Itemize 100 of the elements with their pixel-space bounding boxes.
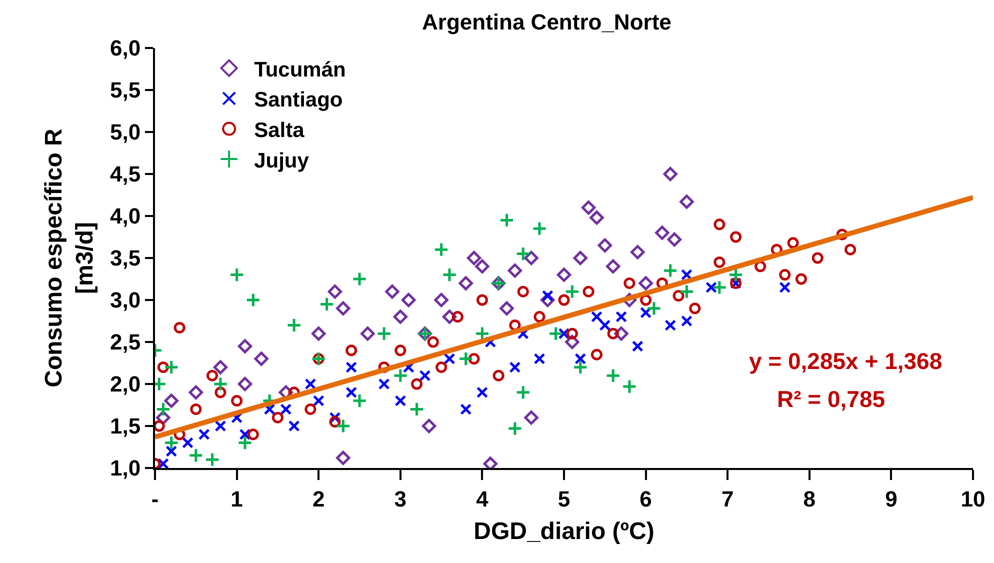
point <box>483 456 498 468</box>
point <box>239 428 251 440</box>
point <box>599 319 611 331</box>
point <box>508 264 522 278</box>
point <box>581 200 596 215</box>
point <box>436 361 448 373</box>
legend-label: Jujuy <box>254 149 310 172</box>
point <box>509 361 521 373</box>
point <box>214 420 226 432</box>
point <box>795 273 807 285</box>
x-tick-label: 5 <box>558 486 570 512</box>
point <box>409 402 424 417</box>
point <box>556 268 572 282</box>
point <box>336 450 350 466</box>
x-tick-label: - <box>151 486 159 512</box>
point <box>499 212 514 228</box>
point <box>558 294 570 306</box>
point <box>787 237 799 249</box>
point <box>346 361 358 373</box>
x-tick-label: 9 <box>885 486 898 512</box>
x-axis-title: DGD_diario (ºC) <box>474 518 654 546</box>
point <box>534 353 546 365</box>
point <box>229 267 244 282</box>
point <box>434 292 448 308</box>
point <box>376 326 392 342</box>
point <box>712 280 727 295</box>
point <box>190 403 202 415</box>
point <box>360 326 375 341</box>
point <box>524 410 538 425</box>
point <box>598 238 612 252</box>
x-tick-label: 7 <box>721 486 734 512</box>
point <box>730 231 742 243</box>
y-tick-label: 5,5 <box>110 78 141 103</box>
point <box>346 344 358 356</box>
point <box>164 435 179 450</box>
point <box>188 385 203 400</box>
point <box>662 263 678 278</box>
point <box>516 384 531 400</box>
point <box>646 300 662 316</box>
point <box>164 394 178 408</box>
point <box>606 368 621 384</box>
point <box>689 302 701 314</box>
y-axis-title: Consumo específico R [m3/d] <box>40 128 99 388</box>
point <box>714 256 726 268</box>
point <box>336 301 350 316</box>
point <box>385 284 400 299</box>
point <box>247 428 259 440</box>
point <box>517 286 529 298</box>
point <box>728 267 744 282</box>
point <box>534 311 546 323</box>
point <box>524 250 538 266</box>
point <box>590 348 602 360</box>
point <box>212 376 228 392</box>
point <box>572 360 588 375</box>
point <box>157 458 169 468</box>
point <box>329 416 341 428</box>
point <box>286 318 302 333</box>
point <box>624 277 636 289</box>
point <box>516 246 531 262</box>
point <box>779 269 791 281</box>
point <box>392 368 408 384</box>
point <box>573 250 588 266</box>
legend-label: Tucumán <box>254 58 346 82</box>
point <box>590 210 604 225</box>
y-tick-label: 4,0 <box>110 204 141 229</box>
point <box>705 282 717 294</box>
point <box>246 292 261 308</box>
point <box>507 420 522 436</box>
point <box>460 403 472 415</box>
y-tick-label: 5,0 <box>110 120 141 145</box>
point <box>779 282 791 294</box>
y-tick-label: 2,0 <box>110 372 141 397</box>
point <box>606 259 620 274</box>
point <box>378 378 390 390</box>
point <box>198 428 210 440</box>
point <box>231 395 243 407</box>
point <box>422 418 436 434</box>
point <box>312 395 324 407</box>
point <box>204 452 220 468</box>
point <box>237 435 253 450</box>
point <box>304 378 316 390</box>
y-tick-label: 2,5 <box>110 330 141 355</box>
point <box>182 437 194 449</box>
point <box>468 353 480 365</box>
point <box>319 296 334 312</box>
point <box>638 276 653 290</box>
point <box>419 370 431 382</box>
y-tick-label: 6,0 <box>110 36 141 61</box>
point <box>679 284 694 300</box>
point <box>346 386 358 398</box>
point <box>213 360 228 374</box>
point <box>174 322 186 334</box>
point <box>272 412 284 424</box>
point <box>607 328 619 340</box>
point <box>566 328 578 340</box>
point <box>532 221 548 236</box>
x-tick-label: 10 <box>960 486 986 512</box>
point <box>680 269 692 281</box>
point <box>663 166 678 182</box>
point <box>206 370 218 382</box>
